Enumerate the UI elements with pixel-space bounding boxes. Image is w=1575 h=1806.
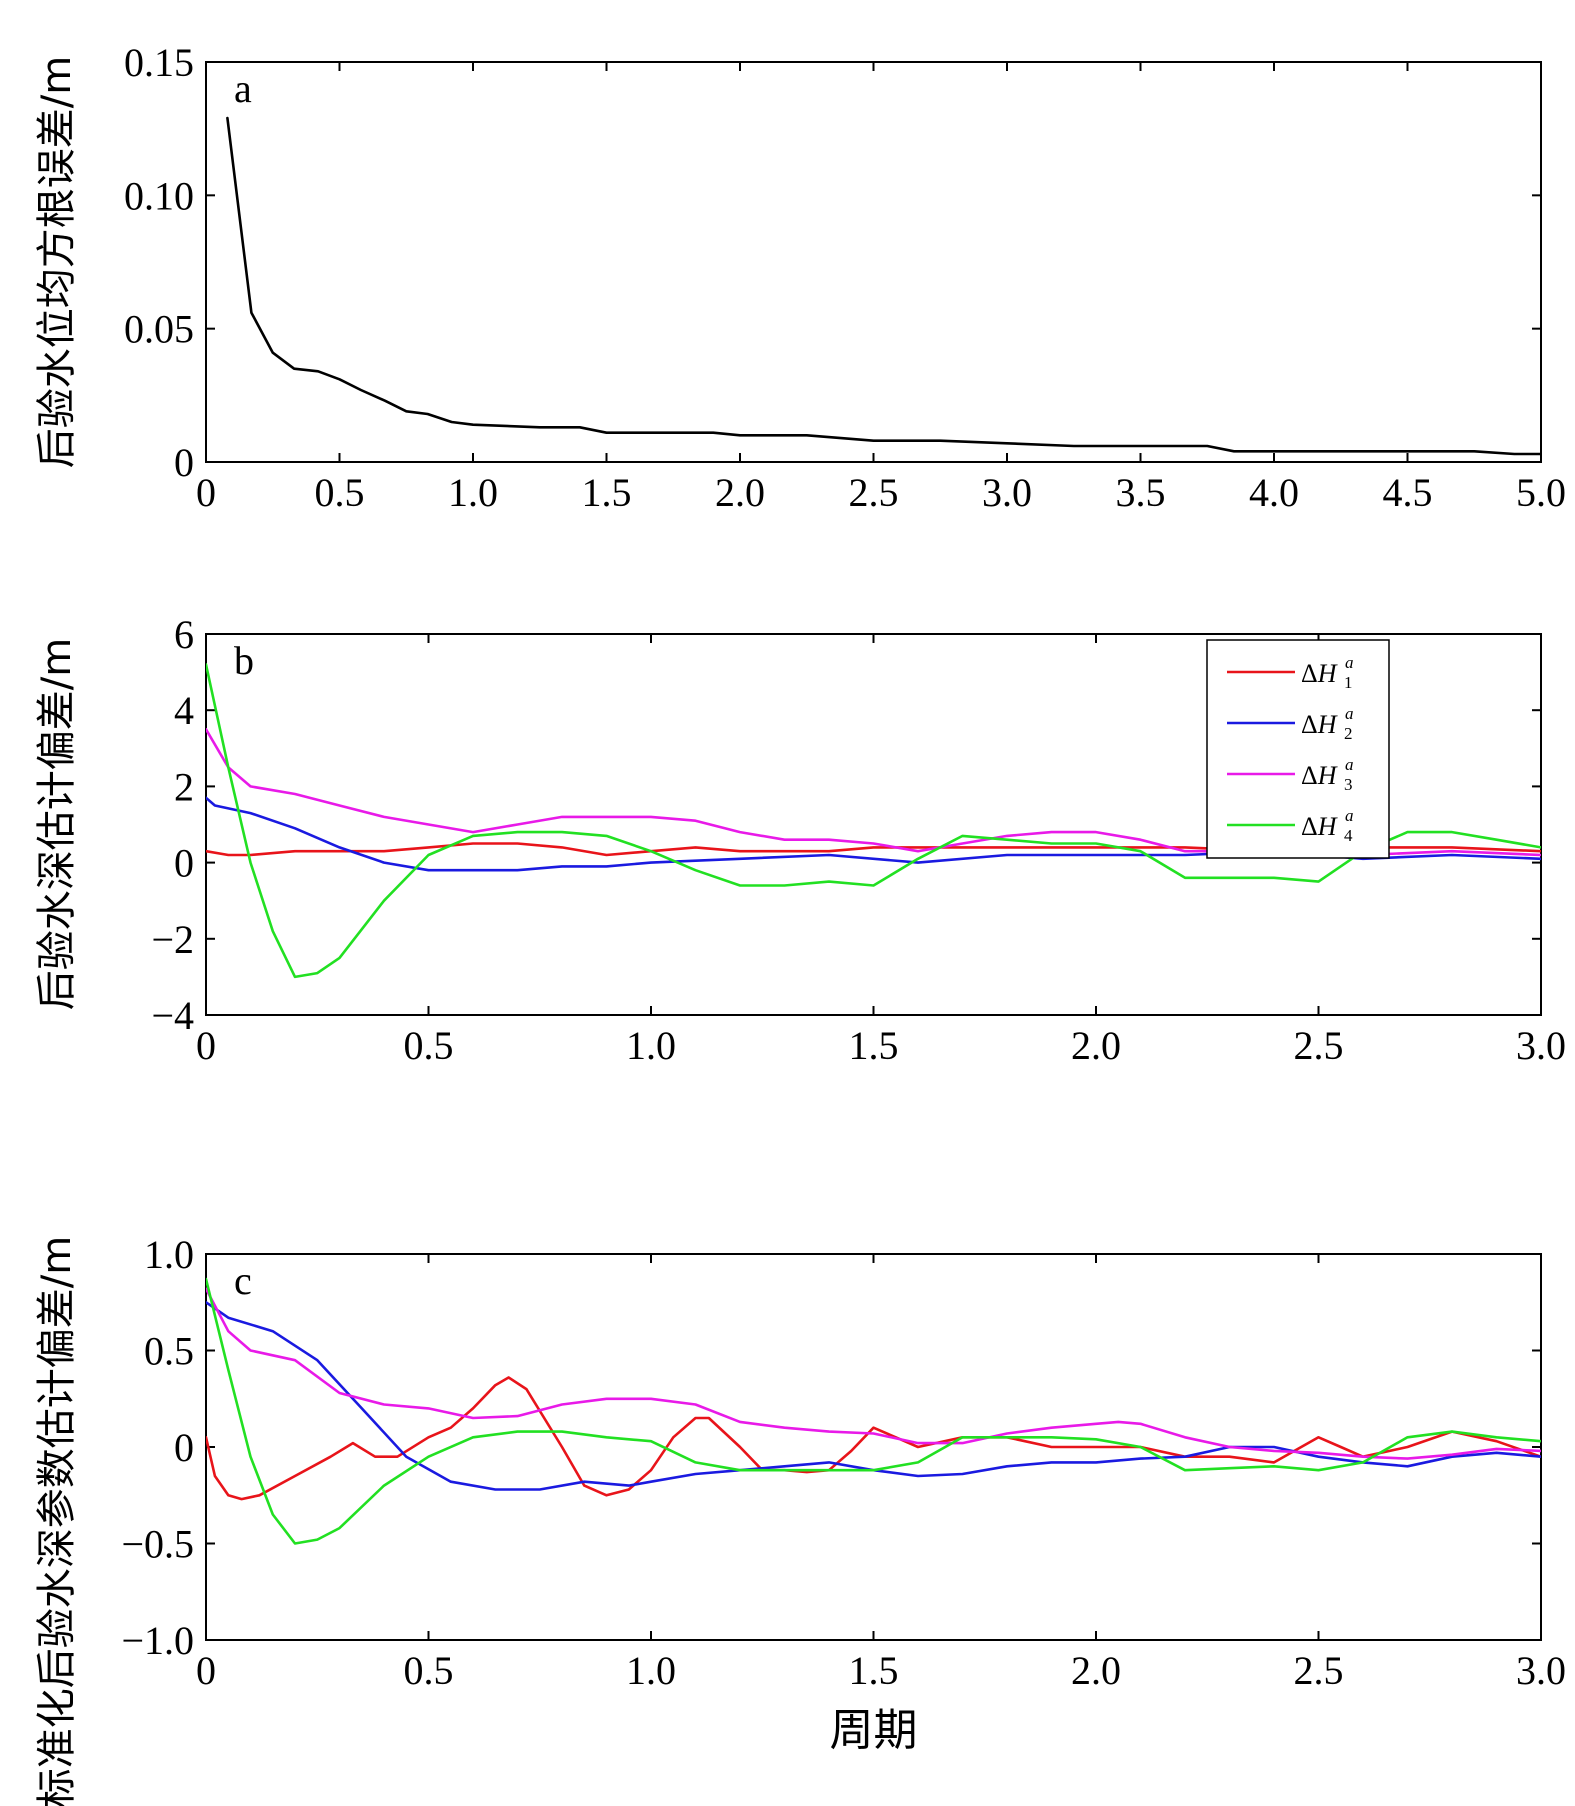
chart-a-panel-label: a [234, 66, 252, 111]
chart-b-x-tick-label: 1.0 [626, 1023, 676, 1068]
chart-b-y-tick-label: −4 [151, 993, 194, 1038]
chart-b-y-tick-label: 4 [174, 688, 194, 733]
chart-a-y-tick-label: 0 [174, 440, 194, 485]
chart-b-y-tick-label: 0 [174, 841, 194, 886]
chart-a-x-tick-label: 3.5 [1116, 470, 1166, 515]
chart-panel-a: 0 0.5 1.0 1.5 2.0 2.5 3.0 3.5 4.0 4.5 5.0 0 0.05 0.10… [34, 40, 1566, 515]
chart-b-legend-sub-3: 3 [1344, 775, 1353, 794]
chart-a-x-tick-label: 0 [196, 470, 216, 515]
chart-c-y-tick-label: −0.5 [121, 1522, 194, 1567]
chart-b-legend-sub-1: 1 [1344, 673, 1353, 692]
chart-c-x-tick-label: 1.5 [849, 1648, 899, 1693]
chart-panel-b: 0 0.5 1.0 1.5 2.0 2.5 3.0 −4 −2 0 2 4 6 后验水深估计偏差/m b ΔH… [34, 612, 1566, 1068]
chart-b-x-tick-label: 3.0 [1516, 1023, 1566, 1068]
chart-b-legend-label-3: ΔH [1301, 761, 1338, 790]
chart-b-series-line-4 [206, 663, 1541, 979]
chart-c-y-axis-label: 标准化后验水深参数估计偏差/m [34, 1236, 80, 1806]
chart-b-legend-sub-4: 4 [1344, 826, 1353, 845]
chart-b-y-axis-label: 后验水深估计偏差/m [34, 638, 80, 1010]
chart-a-y-tick-label: 0.10 [124, 173, 194, 218]
chart-a-x-tick-label: 1.0 [448, 470, 498, 515]
chart-b-legend-sup-1: a [1345, 653, 1354, 672]
chart-b-legend-label-1: ΔH [1301, 659, 1338, 688]
chart-a-x-tick-label: 3.0 [982, 470, 1032, 515]
chart-c-series-line-3 [206, 1287, 1541, 1460]
chart-b-legend-sub-2: 2 [1344, 724, 1353, 743]
chart-c-y-tick-label: 0 [174, 1425, 194, 1470]
chart-b-x-tick-label: 1.5 [849, 1023, 899, 1068]
chart-b-legend-sup-4: a [1345, 806, 1354, 825]
chart-c-x-tick-label: 3.0 [1516, 1648, 1566, 1693]
chart-c-series-line-1 [206, 1376, 1541, 1501]
chart-b-legend-box [1206, 639, 1390, 859]
chart-c-x-tick-label: 0.5 [404, 1648, 454, 1693]
chart-a-x-tick-label: 4.0 [1249, 470, 1299, 515]
chart-b-legend-label-2: ΔH [1301, 710, 1338, 739]
chart-a-y-tick-label: 0.05 [124, 307, 194, 352]
chart-b-y-tick-label: 6 [174, 612, 194, 657]
chart-c-x-tick-label: 2.0 [1071, 1648, 1121, 1693]
chart-b-panel-label: b [234, 638, 254, 683]
chart-b-x-tick-label: 0.5 [404, 1023, 454, 1068]
chart-b-x-tick-label: 2.5 [1294, 1023, 1344, 1068]
chart-c-x-tick-label: 1.0 [626, 1648, 676, 1693]
chart-b-y-tick-label: −2 [151, 917, 194, 962]
chart-b-x-tick-label: 0 [196, 1023, 216, 1068]
chart-a-x-tick-label: 4.5 [1383, 470, 1433, 515]
chart-c-panel-label: c [234, 1258, 252, 1303]
chart-c-y-tick-label: 0.5 [144, 1329, 194, 1374]
chart-a-y-tick-label: 0.15 [124, 40, 194, 85]
chart-c-y-tick-label: −1.0 [121, 1618, 194, 1663]
chart-b-y-tick-label: 2 [174, 764, 194, 809]
chart-a-x-tick-label: 2.5 [849, 470, 899, 515]
chart-c-series-line-4 [206, 1277, 1541, 1545]
chart-a-x-tick-label: 2.0 [715, 470, 765, 515]
chart-c-x-axis-label: 周期 [830, 1705, 918, 1756]
chart-c-x-tick-label: 2.5 [1294, 1648, 1344, 1693]
chart-b-legend-sup-2: a [1345, 704, 1354, 723]
chart-a-x-tick-label: 0.5 [315, 470, 365, 515]
chart-c-y-tick-label: 1.0 [144, 1232, 194, 1277]
chart-a-series-line-1 [226, 116, 1541, 456]
chart-b-x-tick-label: 2.0 [1071, 1023, 1121, 1068]
chart-a-x-tick-label: 1.5 [582, 470, 632, 515]
chart-a-y-axis-label: 后验水位均方根误差/m [34, 56, 80, 468]
chart-c-series-line-2 [206, 1301, 1541, 1491]
chart-a-x-tick-label: 5.0 [1516, 470, 1566, 515]
chart-b-series-line-3 [206, 727, 1541, 857]
chart-b-legend-sup-3: a [1345, 755, 1354, 774]
chart-c-x-tick-label: 0 [196, 1648, 216, 1693]
chart-b-legend-label-4: ΔH [1301, 812, 1338, 841]
chart-panel-c: 0 0.5 1.0 1.5 2.0 2.5 3.0 −1.0 −0.5 0 0.5 1.0 标准化后验水… [34, 1232, 1566, 1806]
